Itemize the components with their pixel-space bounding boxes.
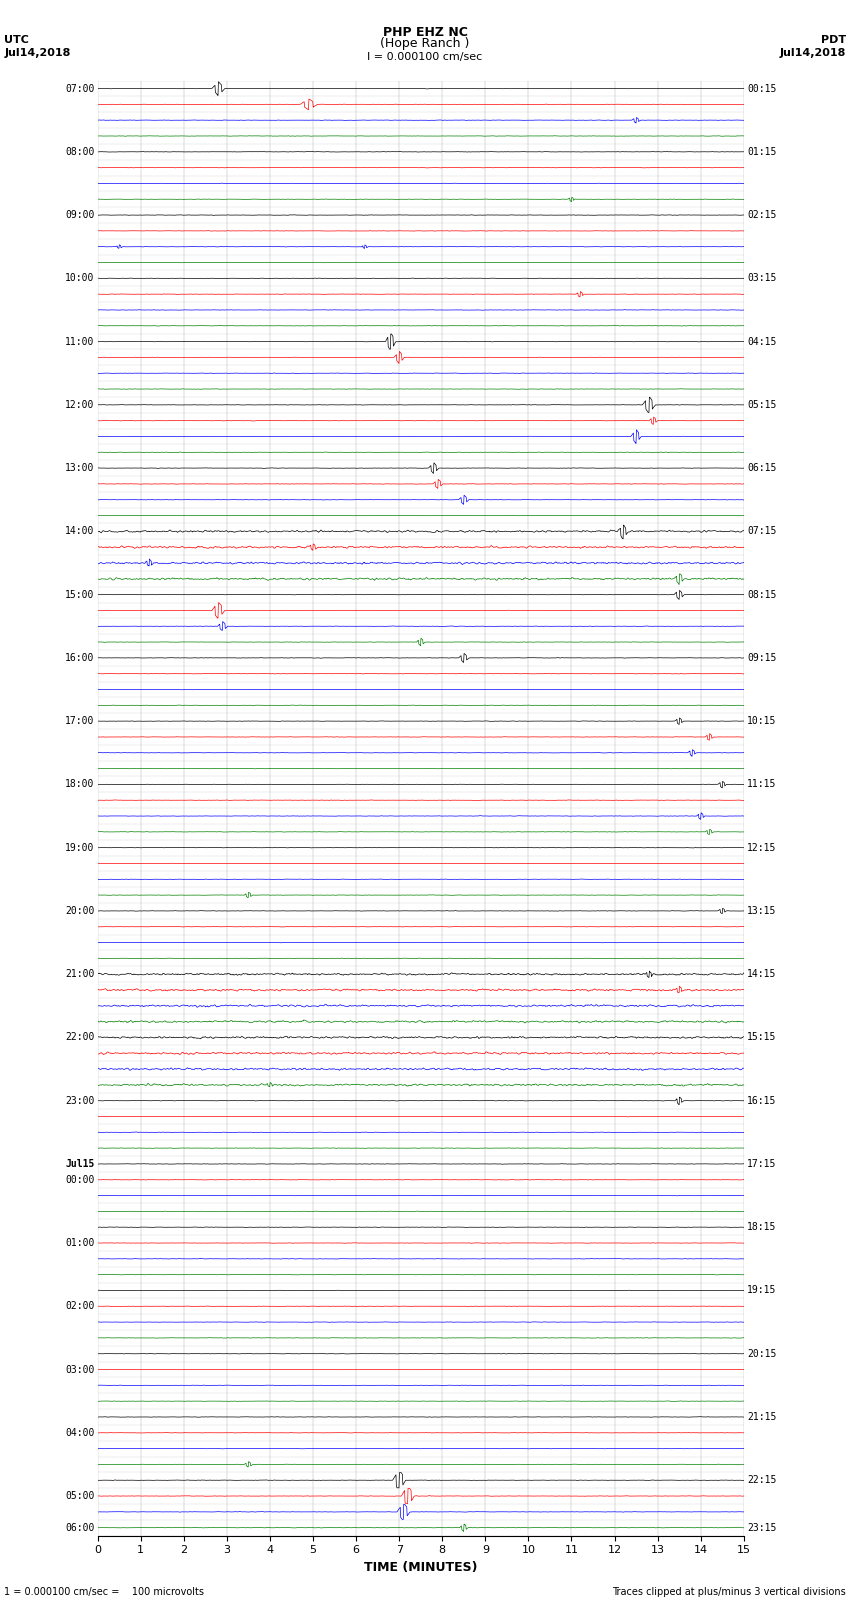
- Text: 17:00: 17:00: [65, 716, 94, 726]
- Text: 15:15: 15:15: [747, 1032, 776, 1042]
- Text: 21:00: 21:00: [65, 969, 94, 979]
- Text: 14:00: 14:00: [65, 526, 94, 537]
- Text: 17:15: 17:15: [747, 1158, 776, 1169]
- Text: 11:00: 11:00: [65, 337, 94, 347]
- Text: 12:00: 12:00: [65, 400, 94, 410]
- Text: UTC: UTC: [4, 35, 29, 45]
- Text: 13:00: 13:00: [65, 463, 94, 473]
- Text: 08:00: 08:00: [65, 147, 94, 156]
- Text: 03:15: 03:15: [747, 273, 776, 284]
- Text: Jul14,2018: Jul14,2018: [779, 48, 846, 58]
- Text: 12:15: 12:15: [747, 842, 776, 853]
- Text: 18:15: 18:15: [747, 1223, 776, 1232]
- Text: PHP EHZ NC: PHP EHZ NC: [382, 26, 468, 39]
- Text: 08:15: 08:15: [747, 590, 776, 600]
- Text: Traces clipped at plus/minus 3 vertical divisions: Traces clipped at plus/minus 3 vertical …: [612, 1587, 846, 1597]
- Text: 04:15: 04:15: [747, 337, 776, 347]
- Text: 19:00: 19:00: [65, 842, 94, 853]
- Text: 21:15: 21:15: [747, 1411, 776, 1423]
- Text: (Hope Ranch ): (Hope Ranch ): [380, 37, 470, 50]
- Text: 05:15: 05:15: [747, 400, 776, 410]
- Text: 09:00: 09:00: [65, 210, 94, 219]
- Text: 23:00: 23:00: [65, 1095, 94, 1105]
- Text: 22:15: 22:15: [747, 1476, 776, 1486]
- Text: 19:15: 19:15: [747, 1286, 776, 1295]
- Text: 00:00: 00:00: [65, 1174, 94, 1186]
- Text: 07:00: 07:00: [65, 84, 94, 94]
- X-axis label: TIME (MINUTES): TIME (MINUTES): [364, 1561, 478, 1574]
- Text: Jul14,2018: Jul14,2018: [4, 48, 71, 58]
- Text: PDT: PDT: [820, 35, 846, 45]
- Text: Jul15: Jul15: [65, 1158, 94, 1169]
- Text: 03:00: 03:00: [65, 1365, 94, 1374]
- Text: I = 0.000100 cm/sec: I = 0.000100 cm/sec: [367, 52, 483, 61]
- Text: 1 = 0.000100 cm/sec =    100 microvolts: 1 = 0.000100 cm/sec = 100 microvolts: [4, 1587, 204, 1597]
- Text: 02:00: 02:00: [65, 1302, 94, 1311]
- Text: 22:00: 22:00: [65, 1032, 94, 1042]
- Text: 06:15: 06:15: [747, 463, 776, 473]
- Text: 16:15: 16:15: [747, 1095, 776, 1105]
- Text: 02:15: 02:15: [747, 210, 776, 219]
- Text: 14:15: 14:15: [747, 969, 776, 979]
- Text: 09:15: 09:15: [747, 653, 776, 663]
- Text: 20:00: 20:00: [65, 907, 94, 916]
- Text: 10:00: 10:00: [65, 273, 94, 284]
- Text: 04:00: 04:00: [65, 1428, 94, 1437]
- Text: 20:15: 20:15: [747, 1348, 776, 1358]
- Text: 16:00: 16:00: [65, 653, 94, 663]
- Text: 06:00: 06:00: [65, 1523, 94, 1532]
- Text: 05:00: 05:00: [65, 1490, 94, 1502]
- Text: 07:15: 07:15: [747, 526, 776, 537]
- Text: 15:00: 15:00: [65, 590, 94, 600]
- Text: 01:15: 01:15: [747, 147, 776, 156]
- Text: 23:15: 23:15: [747, 1523, 776, 1532]
- Text: 01:00: 01:00: [65, 1239, 94, 1248]
- Text: 13:15: 13:15: [747, 907, 776, 916]
- Text: 10:15: 10:15: [747, 716, 776, 726]
- Text: 11:15: 11:15: [747, 779, 776, 789]
- Text: 00:15: 00:15: [747, 84, 776, 94]
- Text: 18:00: 18:00: [65, 779, 94, 789]
